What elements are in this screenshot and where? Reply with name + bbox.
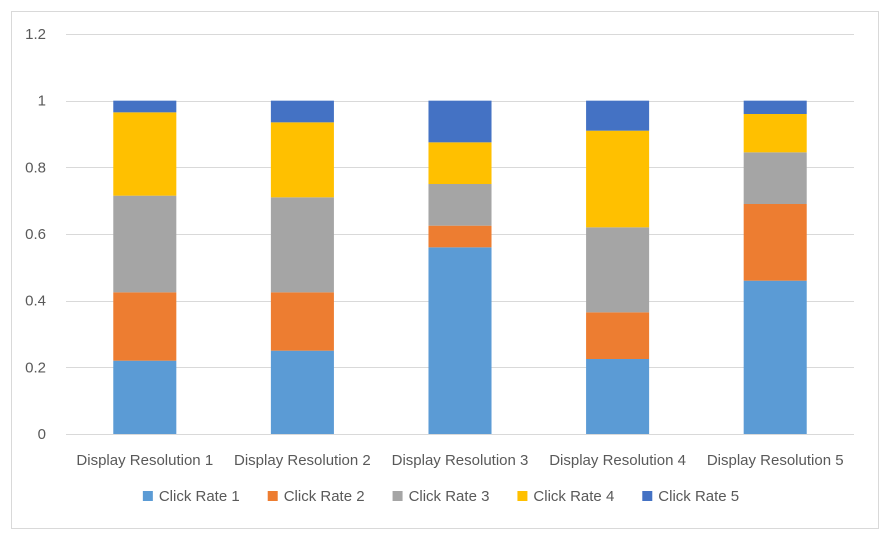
x-tick-label: Display Resolution 3	[392, 452, 529, 469]
legend-swatch	[642, 491, 653, 501]
bar-segment	[586, 130, 650, 228]
x-tick-label: Display Resolution 1	[76, 452, 213, 469]
y-tick-label: 0.4	[25, 293, 46, 310]
legend-label: Click Rate 3	[409, 488, 490, 505]
legend-swatch	[517, 491, 528, 501]
legend: Click Rate 1 Click Rate 2 Click Rate 3 Clic…	[142, 488, 739, 505]
legend-item: Click Rate 2	[267, 488, 365, 505]
legend-label: Click Rate 1	[159, 488, 240, 505]
x-tick-label: Display Resolution 4	[549, 452, 686, 469]
y-tick-label: 0.6	[25, 226, 46, 243]
bar-segment	[113, 360, 177, 434]
bar-segment	[270, 122, 334, 198]
legend-label: Click Rate 2	[284, 488, 365, 505]
bar-segment	[428, 184, 492, 226]
bar-segment	[743, 114, 807, 153]
legend-label: Click Rate 5	[658, 488, 739, 505]
y-tick-label: 1	[38, 93, 46, 110]
legend-swatch	[267, 491, 278, 501]
legend-item: Click Rate 4	[517, 488, 614, 505]
legend-swatch	[392, 491, 403, 501]
legend-item: Click Rate 3	[392, 488, 490, 505]
bar-segment	[113, 292, 177, 361]
bar-segment	[270, 350, 334, 434]
bar-segment	[586, 312, 650, 359]
y-tick-label: 1.2	[25, 26, 46, 43]
legend-swatch	[142, 491, 153, 501]
x-tick-label: Display Resolution 2	[234, 452, 371, 469]
bar-segment	[586, 227, 650, 313]
bar-segment	[113, 100, 177, 113]
legend-label: Click Rate 4	[533, 488, 614, 505]
bar-segment	[586, 359, 650, 434]
bar-segment	[743, 100, 807, 114]
bars	[113, 100, 807, 434]
bar-segment	[270, 100, 334, 123]
bar-segment	[428, 100, 492, 143]
bar-segment	[270, 197, 334, 293]
legend-item: Click Rate 1	[142, 488, 240, 505]
bar-segment	[428, 247, 492, 434]
bar-segment	[743, 152, 807, 204]
bar-segment	[428, 225, 492, 248]
bar-segment	[743, 280, 807, 434]
y-tick-label: 0	[38, 426, 46, 443]
bar-segment	[428, 142, 492, 184]
y-tick-label: 0.8	[25, 159, 46, 176]
x-axis-ticks: Display Resolution 1 Display Resolution 2…	[76, 452, 843, 469]
legend-item: Click Rate 5	[642, 488, 739, 505]
bar-segment	[113, 112, 177, 196]
bar-segment	[113, 195, 177, 293]
y-axis-ticks: 0 0.2 0.4 0.6 0.8 1 1.2	[25, 26, 46, 443]
y-tick-label: 0.2	[25, 359, 46, 376]
x-tick-label: Display Resolution 5	[707, 452, 844, 469]
bar-segment	[270, 292, 334, 351]
bar-segment	[586, 100, 650, 131]
bar-segment	[743, 204, 807, 281]
